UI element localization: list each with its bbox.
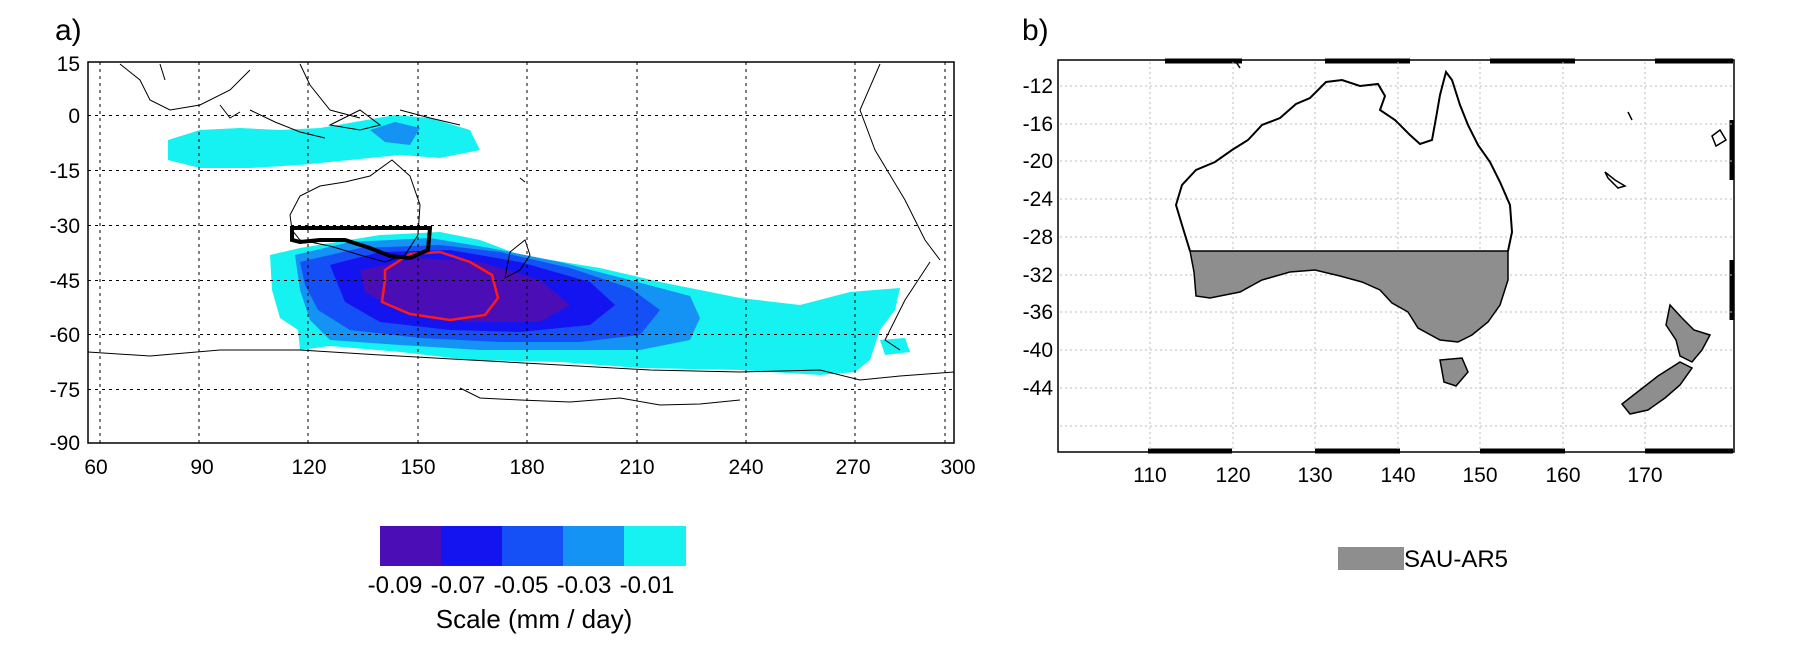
panel-a-label: a) (55, 14, 82, 47)
x-tick: 120 (1215, 464, 1250, 487)
x-tick: 180 (509, 456, 544, 479)
legend-label: SAU-AR5 (1404, 546, 1508, 573)
y-tick: -28 (1023, 226, 1053, 249)
panel-a-y-ticks: 15 0 -15 -30 -45 -60 -75 -90 (50, 53, 80, 455)
x-tick: 90 (190, 456, 213, 479)
x-tick: 300 (940, 456, 975, 479)
x-tick: 160 (1545, 464, 1580, 487)
x-tick: 120 (291, 456, 326, 479)
legend-swatch (1338, 547, 1404, 570)
y-tick: -75 (50, 379, 80, 402)
panel-a-grid (88, 62, 954, 443)
colorbar-swatch (502, 526, 563, 566)
y-tick: -16 (1023, 113, 1053, 136)
panel-b-x-ticks: 110 120 130 140 150 160 170 (1133, 464, 1662, 487)
colorbar-swatch (441, 526, 502, 566)
islands (1235, 61, 1728, 189)
x-tick: 150 (400, 456, 435, 479)
anomaly-level-minus-0.09 (360, 258, 570, 322)
y-tick: -60 (50, 324, 80, 347)
x-tick: 110 (1133, 464, 1166, 487)
sau-region-box (290, 226, 433, 261)
new-zealand-north (1665, 303, 1712, 363)
panel-b-label: b) (1022, 14, 1049, 47)
y-tick: -90 (50, 432, 80, 455)
australia-coastline (1174, 69, 1514, 252)
colorbar-tick-label: -0.09 (368, 572, 423, 599)
y-tick: 0 (68, 105, 80, 128)
x-tick: 140 (1380, 464, 1415, 487)
y-tick: -36 (1023, 301, 1053, 324)
y-tick: -45 (50, 270, 80, 293)
colorbar-tick-label: -0.05 (494, 572, 549, 599)
y-tick: -30 (50, 215, 80, 238)
colorbar: -0.09 -0.07 -0.05 -0.03 -0.01 Scale (mm … (368, 526, 686, 634)
significance-contour (380, 250, 500, 322)
y-tick: -24 (1023, 188, 1054, 211)
colorbar-swatch (563, 526, 624, 566)
y-tick: -20 (1023, 150, 1053, 173)
colorbar-swatch (380, 526, 441, 566)
x-tick: 210 (619, 456, 654, 479)
panel-b-legend: SAU-AR5 (1338, 546, 1508, 573)
y-tick: -15 (50, 160, 80, 183)
x-tick: 60 (84, 456, 107, 479)
y-tick: -12 (1023, 75, 1053, 98)
colorbar-tick-label: -0.01 (620, 572, 675, 599)
panel-a-x-ticks: 60 90 120 150 180 210 240 270 300 (84, 456, 975, 479)
colorbar-tick-label: -0.03 (557, 572, 612, 599)
panel-a-map (87, 61, 955, 444)
colorbar-swatch (624, 526, 686, 566)
x-tick: 130 (1297, 464, 1332, 487)
colorbar-title: Scale (mm / day) (436, 604, 633, 634)
panel-b-grid (1060, 62, 1732, 450)
y-tick: -40 (1023, 339, 1053, 362)
x-tick: 150 (1462, 464, 1497, 487)
anomaly-tropical-core (370, 122, 420, 145)
new-zealand-south (1620, 361, 1694, 415)
tasmania (1439, 357, 1469, 387)
y-tick: 15 (57, 53, 80, 76)
y-tick: -44 (1023, 377, 1054, 400)
coastlines (87, 63, 955, 406)
y-tick: -32 (1023, 264, 1053, 287)
x-tick: 270 (835, 456, 870, 479)
x-tick: 240 (728, 456, 763, 479)
panel-b-y-ticks: -12 -16 -20 -24 -28 -32 -36 -40 -44 (1023, 75, 1054, 400)
colorbar-tick-label: -0.07 (431, 572, 486, 599)
sau-ar5-region (1189, 250, 1509, 343)
panel-b-map (1057, 58, 1735, 454)
x-tick: 170 (1627, 464, 1662, 487)
panel-b-border-ticks (1148, 58, 1735, 454)
panel-a-frame (87, 61, 955, 444)
